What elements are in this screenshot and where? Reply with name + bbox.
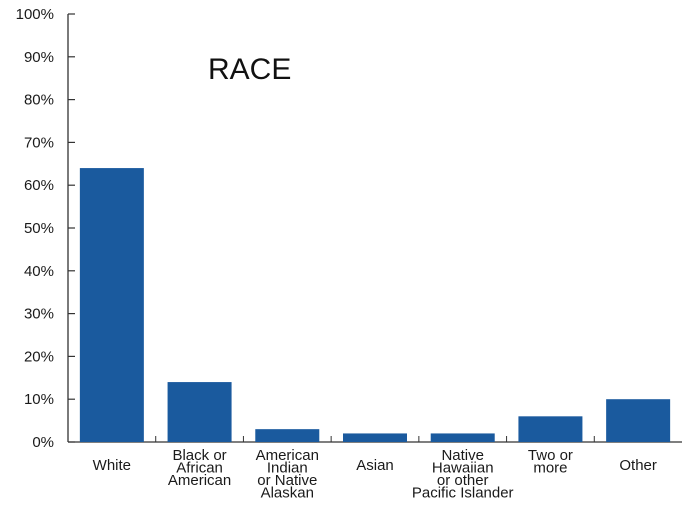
- y-tick-label: 60%: [24, 177, 54, 194]
- y-tick-label: 100%: [16, 6, 54, 23]
- x-category-label: Indian: [267, 460, 308, 477]
- x-category-label: American: [168, 472, 231, 489]
- bar: [430, 433, 495, 442]
- bar: [518, 416, 583, 442]
- x-category-label: Asian: [356, 457, 394, 474]
- x-category-label: American: [256, 447, 319, 464]
- y-axis: 0% 10% 20% 30% 40% 50% 60% 70% 80% 90% 100%: [16, 6, 75, 451]
- bar: [167, 382, 232, 442]
- y-tick-label: 50%: [24, 220, 54, 237]
- bars: [79, 168, 671, 442]
- x-category-label: Black or: [172, 447, 226, 464]
- bar: [255, 429, 320, 442]
- y-tick-label: 20%: [24, 348, 54, 365]
- chart-title: RACE: [208, 53, 291, 86]
- y-tick-label: 70%: [24, 134, 54, 151]
- y-tick-label: 30%: [24, 306, 54, 323]
- y-tick-label: 90%: [24, 49, 54, 66]
- bar: [606, 399, 671, 442]
- y-tick-label: 0%: [32, 434, 54, 451]
- x-category-label: Pacific Islander: [412, 485, 514, 502]
- x-category-label: Native: [441, 447, 484, 464]
- y-tick-label: 40%: [24, 263, 54, 280]
- x-category-label: or Native: [257, 472, 317, 489]
- y-tick-label: 10%: [24, 391, 54, 408]
- x-category-label: or other: [437, 472, 489, 489]
- bar: [343, 433, 407, 442]
- x-category-label: Two or: [528, 447, 573, 464]
- x-category-label: White: [93, 457, 131, 474]
- x-category-label: African: [176, 460, 223, 477]
- x-category-label: Other: [619, 457, 657, 474]
- bar: [79, 168, 144, 442]
- x-category-label: Alaskan: [261, 485, 314, 502]
- y-tick-label: 80%: [24, 92, 54, 109]
- x-category-label: more: [533, 460, 567, 477]
- x-category-label: Hawaiian: [432, 460, 494, 477]
